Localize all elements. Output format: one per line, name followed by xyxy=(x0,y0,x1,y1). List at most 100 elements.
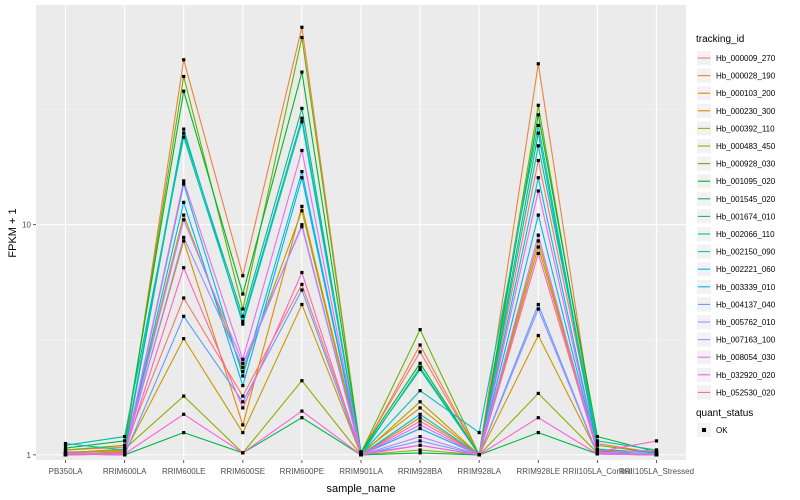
data-point xyxy=(418,361,422,365)
data-point xyxy=(63,448,68,452)
data-point xyxy=(182,179,186,183)
x-tick-label: RRIM928LA xyxy=(457,467,501,476)
data-point xyxy=(418,389,422,393)
data-point xyxy=(536,251,540,255)
x-axis: PB350LA RRIM600LA RRIM600LE RRIM600SE RRIM60… xyxy=(49,460,694,476)
x-tick-label: RRIM928LE xyxy=(516,467,560,476)
data-point xyxy=(182,131,186,135)
data-point xyxy=(241,400,245,404)
legend-label: Hb_002150_090 xyxy=(716,248,776,257)
data-point xyxy=(123,439,127,443)
data-point xyxy=(63,453,68,457)
shape-legend-label: OK xyxy=(716,426,728,435)
data-point xyxy=(300,120,304,124)
data-point xyxy=(418,412,422,416)
legend-label: Hb_004137_040 xyxy=(716,300,776,309)
legend-label: Hb_000483_450 xyxy=(716,142,776,151)
legend-label: Hb_000230_300 xyxy=(716,107,776,116)
data-point xyxy=(595,439,599,443)
data-point xyxy=(418,416,422,420)
data-point xyxy=(418,328,422,332)
data-point xyxy=(182,296,186,300)
data-point xyxy=(182,127,186,131)
y-axis-title: FPKM + 1 xyxy=(7,208,19,257)
data-point xyxy=(536,158,540,163)
legend-label: Hb_002221_060 xyxy=(716,265,776,274)
data-point xyxy=(123,435,127,439)
data-point xyxy=(418,365,422,369)
x-tick-label: RRIM928BA xyxy=(398,467,443,476)
data-point xyxy=(241,314,245,318)
data-point xyxy=(300,70,304,74)
data-point xyxy=(418,406,422,410)
data-point xyxy=(536,233,540,237)
legend-label: Hb_000103_200 xyxy=(716,89,776,98)
legend-label: Hb_001545_020 xyxy=(716,195,776,204)
data-point xyxy=(418,439,422,443)
legend-label: Hb_001095_020 xyxy=(716,177,776,186)
data-point xyxy=(182,89,186,93)
legend-label: Hb_000028_190 xyxy=(716,72,776,81)
shape-legend-title: quant_status xyxy=(696,408,753,419)
data-point xyxy=(241,319,245,323)
data-point xyxy=(182,239,186,243)
x-tick-label: PB350LA xyxy=(49,467,83,476)
data-point xyxy=(536,131,540,135)
data-point xyxy=(182,314,186,318)
data-point xyxy=(300,282,304,286)
data-point xyxy=(241,322,245,326)
data-point xyxy=(182,213,186,217)
legend-label: Hb_001674_010 xyxy=(716,212,776,221)
data-point xyxy=(477,453,481,457)
data-point xyxy=(418,448,422,452)
y-axis: 1 10 xyxy=(22,221,36,460)
x-tick-label: RRIM600LA xyxy=(103,467,147,476)
data-point xyxy=(536,176,540,180)
legend-label: Hb_000928_030 xyxy=(716,160,776,169)
data-point xyxy=(300,270,304,275)
x-tick-label: RRII105LA_Stressed xyxy=(619,467,694,476)
data-point xyxy=(300,204,304,208)
data-point xyxy=(241,274,245,278)
legend-label: Hb_052530_020 xyxy=(716,388,776,397)
data-point xyxy=(536,113,540,117)
data-point xyxy=(536,333,540,338)
data-point xyxy=(123,445,127,449)
data-point xyxy=(241,431,245,435)
x-tick-label: RRIM600LE xyxy=(162,467,206,476)
data-point xyxy=(418,343,422,347)
data-point xyxy=(300,116,304,120)
data-point xyxy=(536,307,540,311)
data-point xyxy=(182,412,186,416)
legend-label: Hb_003339_010 xyxy=(716,283,776,292)
data-point xyxy=(536,391,540,395)
data-point xyxy=(595,452,599,456)
data-point xyxy=(536,245,540,249)
data-point xyxy=(418,423,422,427)
y-tick-label: 1 xyxy=(27,451,32,460)
data-point xyxy=(63,446,68,450)
data-point xyxy=(418,350,422,354)
data-point xyxy=(182,394,186,398)
data-point xyxy=(300,416,304,420)
data-point xyxy=(63,441,68,446)
data-point xyxy=(241,423,245,427)
data-point xyxy=(536,103,540,107)
legend-label: Hb_007163_100 xyxy=(716,336,776,345)
data-point xyxy=(182,135,186,139)
x-tick-label: RRIM600PE xyxy=(280,467,324,476)
data-point xyxy=(536,144,540,148)
data-point xyxy=(241,374,245,378)
data-point xyxy=(418,419,422,423)
data-point xyxy=(182,235,186,239)
data-point xyxy=(418,435,422,439)
data-point xyxy=(654,448,659,452)
legend-label: Hb_000392_110 xyxy=(716,124,775,133)
data-point xyxy=(418,367,422,372)
data-point xyxy=(182,431,186,435)
data-point xyxy=(241,406,245,410)
legend-label: Hb_002066_110 xyxy=(716,230,775,239)
data-point xyxy=(300,209,304,213)
